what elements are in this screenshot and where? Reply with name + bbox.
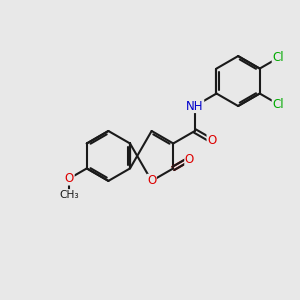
Text: O: O — [147, 174, 156, 188]
Text: CH₃: CH₃ — [60, 190, 79, 200]
Text: Cl: Cl — [272, 52, 284, 64]
Text: O: O — [185, 153, 194, 166]
Text: O: O — [207, 134, 216, 147]
Text: O: O — [65, 172, 74, 185]
Text: NH: NH — [186, 100, 204, 112]
Text: Cl: Cl — [272, 98, 284, 111]
